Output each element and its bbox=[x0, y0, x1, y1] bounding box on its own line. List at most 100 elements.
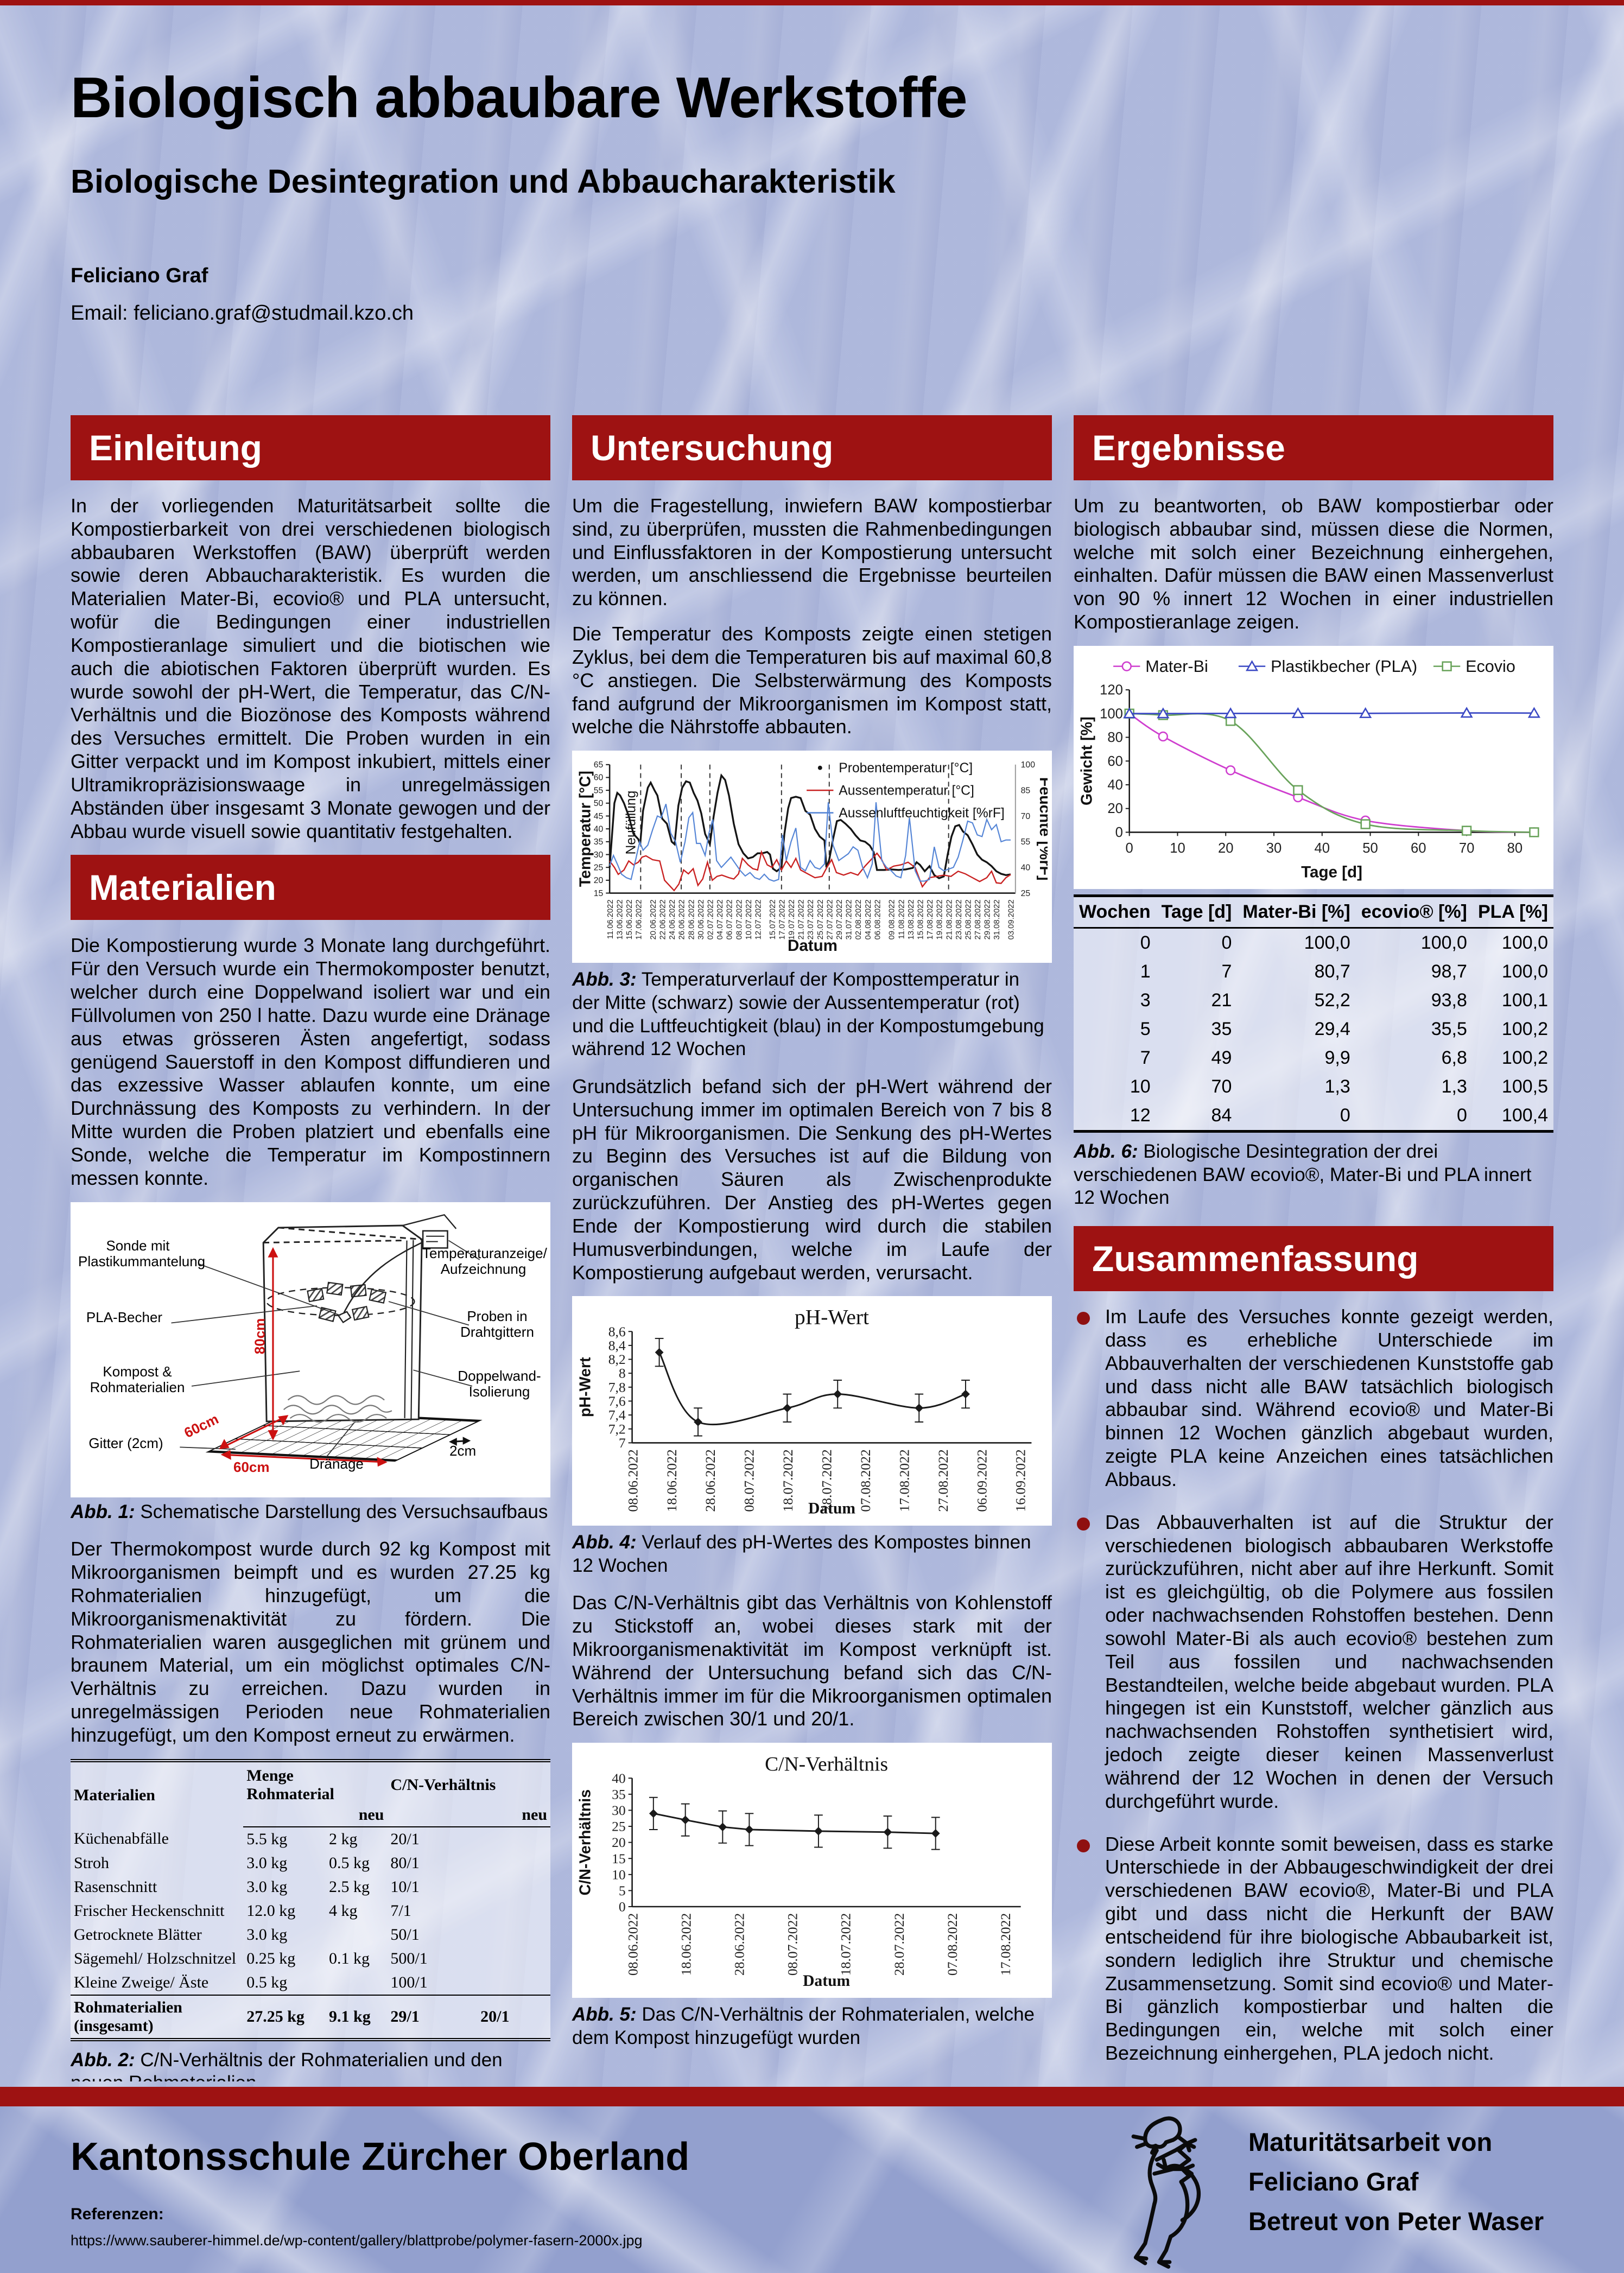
svg-text:17.08.2022: 17.08.2022 bbox=[998, 1913, 1013, 1976]
svg-text:70: 70 bbox=[1021, 812, 1031, 821]
table-row: Küchenabfälle 5.5 kg 2 kg 20/1 bbox=[74, 1830, 420, 1848]
svg-text:7: 7 bbox=[619, 1435, 626, 1451]
svg-text:15: 15 bbox=[612, 1851, 626, 1866]
svg-text:02.08.2022: 02.08.2022 bbox=[854, 900, 863, 940]
svg-text:17.06.2022: 17.06.2022 bbox=[635, 900, 644, 940]
svg-text:Temperatur [°C]: Temperatur [°C] bbox=[577, 771, 594, 887]
table-row: 12 84 0 0 100,4 bbox=[1130, 1105, 1548, 1126]
figure-6-caption: Abb. 6: Biologische Desintegration der d… bbox=[1074, 1140, 1553, 1210]
poster-subtitle: Biologische Desintegration und Abbauchar… bbox=[71, 163, 896, 200]
svg-text:08.07.2022: 08.07.2022 bbox=[735, 900, 744, 940]
svg-text:27.07.2022: 27.07.2022 bbox=[826, 900, 834, 940]
figure-6-caption-label: Abb. 6: bbox=[1074, 1141, 1138, 1163]
ph-chart: 77,27,47,67,888,28,48,6 08.06.2022 18.06.2… bbox=[576, 1303, 1048, 1519]
table-row: 10 70 1,3 1,3 100,5 bbox=[1130, 1076, 1548, 1097]
figure-6-table: Wochen Tage [d] Mater-Bi [%] ecovio® [%] PLA… bbox=[1074, 894, 1553, 1133]
label-kompost: Kompost & Rohmaterialien bbox=[90, 1363, 185, 1396]
section-heading-untersuchung-label: Untersuchung bbox=[591, 428, 834, 468]
svg-text:30: 30 bbox=[594, 850, 604, 860]
summary-bullet: Im Laufe des Versuches konnte gezeigt we… bbox=[1074, 1305, 1553, 1491]
svg-text:26.06.2022: 26.06.2022 bbox=[678, 900, 687, 940]
svg-text:50: 50 bbox=[594, 799, 604, 808]
top-accent-strip bbox=[0, 0, 1624, 5]
svg-text:100: 100 bbox=[1021, 760, 1036, 770]
figure-4-chart-panel: 7 7,2 7,4 7,6 7,8 8 8,2 8,4 8,6 08.06.2022 18.06.2… bbox=[572, 1296, 1052, 1526]
schematic-drawing bbox=[171, 1214, 483, 1466]
table-row: 5 35 29,4 35,5 100,2 bbox=[1140, 1019, 1548, 1040]
svg-text:16.09.2022: 16.09.2022 bbox=[1013, 1450, 1029, 1512]
figure-4-caption-label: Abb. 4: bbox=[572, 1531, 637, 1553]
figure-1-caption: Abb. 1: Schematische Darstellung des Ver… bbox=[71, 1501, 550, 1524]
table-row: 7 49 9,9 6,8 100,2 bbox=[1140, 1047, 1548, 1069]
figure-2-caption: Abb. 2: C/N-Verhältnis der Rohmaterialie… bbox=[71, 2049, 550, 2081]
svg-text:24.06.2022: 24.06.2022 bbox=[668, 900, 677, 940]
references-label: Referenzen: bbox=[71, 2205, 164, 2223]
section-heading-materialien-label: Materialien bbox=[89, 867, 276, 908]
svg-text:06.09.2022: 06.09.2022 bbox=[974, 1450, 989, 1512]
section-heading-ergebnisse-label: Ergebnisse bbox=[1092, 428, 1285, 468]
svg-text:85: 85 bbox=[1021, 786, 1031, 796]
svg-text:29.07.2022: 29.07.2022 bbox=[835, 900, 844, 940]
poster-footer: Kantonsschule Zürcher Oberland Referenze… bbox=[0, 2106, 1624, 2273]
svg-text:25.07.2022: 25.07.2022 bbox=[816, 900, 825, 940]
figure-3-caption-text: Temperaturverlauf der Komposttemperatur … bbox=[572, 969, 1044, 1060]
figure-4-caption-text: Verlauf des pH-Wertes des Kompostes binn… bbox=[572, 1531, 1031, 1576]
svg-text:07.08.2022: 07.08.2022 bbox=[944, 1913, 960, 1976]
figure-5-chart-panel: 0 5 10 15 20 25 30 35 40 08.06.2022 18.06.2022 28.0… bbox=[572, 1743, 1052, 1998]
svg-text:7,6: 7,6 bbox=[608, 1393, 626, 1409]
svg-text:65: 65 bbox=[594, 760, 604, 770]
section-heading-materialien: Materialien bbox=[71, 855, 550, 920]
svg-text:19.07.2022: 19.07.2022 bbox=[788, 900, 796, 940]
lion-logo bbox=[1131, 2116, 1201, 2269]
reference-url: https://www.sauberer-himmel.de/wp-conten… bbox=[71, 2232, 643, 2249]
svg-text:40: 40 bbox=[1021, 864, 1031, 873]
figure-5-caption-text: Das C/N-Verhältnis der Rohmaterialen, we… bbox=[572, 2004, 1035, 2048]
svg-text:Datum: Datum bbox=[788, 937, 838, 955]
svg-text:10.07.2022: 10.07.2022 bbox=[745, 900, 753, 940]
svg-text:06.08.2022: 06.08.2022 bbox=[873, 900, 882, 940]
svg-text:03.09.2022: 03.09.2022 bbox=[1007, 900, 1016, 940]
table-row: 1 7 80,7 98,7 100,0 bbox=[1140, 961, 1548, 982]
svg-text:Gewicht [%]: Gewicht [%] bbox=[1079, 716, 1096, 805]
label-dim-2cm: 2cm bbox=[449, 1442, 477, 1459]
svg-text:15.08.2022: 15.08.2022 bbox=[917, 900, 925, 940]
svg-text:04.07.2022: 04.07.2022 bbox=[716, 900, 725, 940]
label-dim-60cm-front: 60cm bbox=[233, 1458, 270, 1475]
table-row: Getrocknete Blätter 3.0 kg 50/1 bbox=[74, 1925, 420, 1944]
svg-text:10: 10 bbox=[612, 1867, 626, 1883]
svg-text:13.06.2022: 13.06.2022 bbox=[616, 900, 624, 940]
svg-text:20.06.2022: 20.06.2022 bbox=[649, 900, 658, 940]
svg-text:8: 8 bbox=[619, 1366, 626, 1381]
svg-text:40: 40 bbox=[612, 1770, 626, 1786]
svg-text:18.07.2022: 18.07.2022 bbox=[780, 1450, 796, 1512]
label-sonde: Sonde mit Plastikummantelung bbox=[78, 1237, 206, 1270]
svg-text:60: 60 bbox=[594, 773, 604, 783]
svg-text:07.08.2022: 07.08.2022 bbox=[858, 1450, 873, 1512]
materialien-text-2: Der Thermokompost wurde durch 92 kg Komp… bbox=[71, 1538, 550, 1746]
section-heading-untersuchung: Untersuchung bbox=[572, 415, 1052, 480]
figure-6-caption-text: Biologische Desintegration der drei vers… bbox=[1074, 1141, 1532, 1209]
svg-text:40: 40 bbox=[1315, 841, 1330, 856]
svg-text:17.08.2022: 17.08.2022 bbox=[926, 900, 935, 940]
section-heading-einleitung-label: Einleitung bbox=[89, 428, 262, 468]
svg-text:15.06.2022: 15.06.2022 bbox=[625, 900, 634, 940]
materialien-text-1: Die Kompostierung wurde 3 Monate lang du… bbox=[71, 934, 550, 1189]
label-dim-80cm: 80cm bbox=[251, 1318, 268, 1354]
svg-text:27.08.2022: 27.08.2022 bbox=[935, 1450, 951, 1512]
mass-loss-chart: 0 20 40 60 80 100 120 0 10 20 30 40 50 60 70 80 Tage [d]… bbox=[1078, 652, 1549, 883]
untersuchung-text-2: Die Temperatur des Komposts zeigte einen… bbox=[572, 623, 1052, 738]
svg-text:28.06.2022: 28.06.2022 bbox=[687, 900, 696, 940]
svg-text:100: 100 bbox=[1100, 706, 1123, 721]
einleitung-text: In der vorliegenden Maturitätsarbeit sol… bbox=[71, 494, 550, 842]
svg-text:08.07.2022: 08.07.2022 bbox=[741, 1450, 757, 1512]
svg-text:35: 35 bbox=[594, 837, 604, 847]
svg-text:04.08.2022: 04.08.2022 bbox=[864, 900, 873, 940]
figure-3-caption: Abb. 3: Temperaturverlauf der Komposttem… bbox=[572, 968, 1052, 1061]
column-ergebnisse-zusammenfassung: Ergebnisse Um zu beantworten, ob BAW kom… bbox=[1074, 415, 1553, 2081]
svg-text:17.08.2022: 17.08.2022 bbox=[896, 1450, 912, 1512]
svg-text:11.08.2022: 11.08.2022 bbox=[897, 900, 906, 939]
svg-text:23.08.2022: 23.08.2022 bbox=[955, 900, 963, 940]
table-row: Rasenschnitt 3.0 kg 2.5 kg 10/1 bbox=[74, 1877, 420, 1896]
figure-2-caption-label: Abb. 2: bbox=[71, 2049, 135, 2071]
